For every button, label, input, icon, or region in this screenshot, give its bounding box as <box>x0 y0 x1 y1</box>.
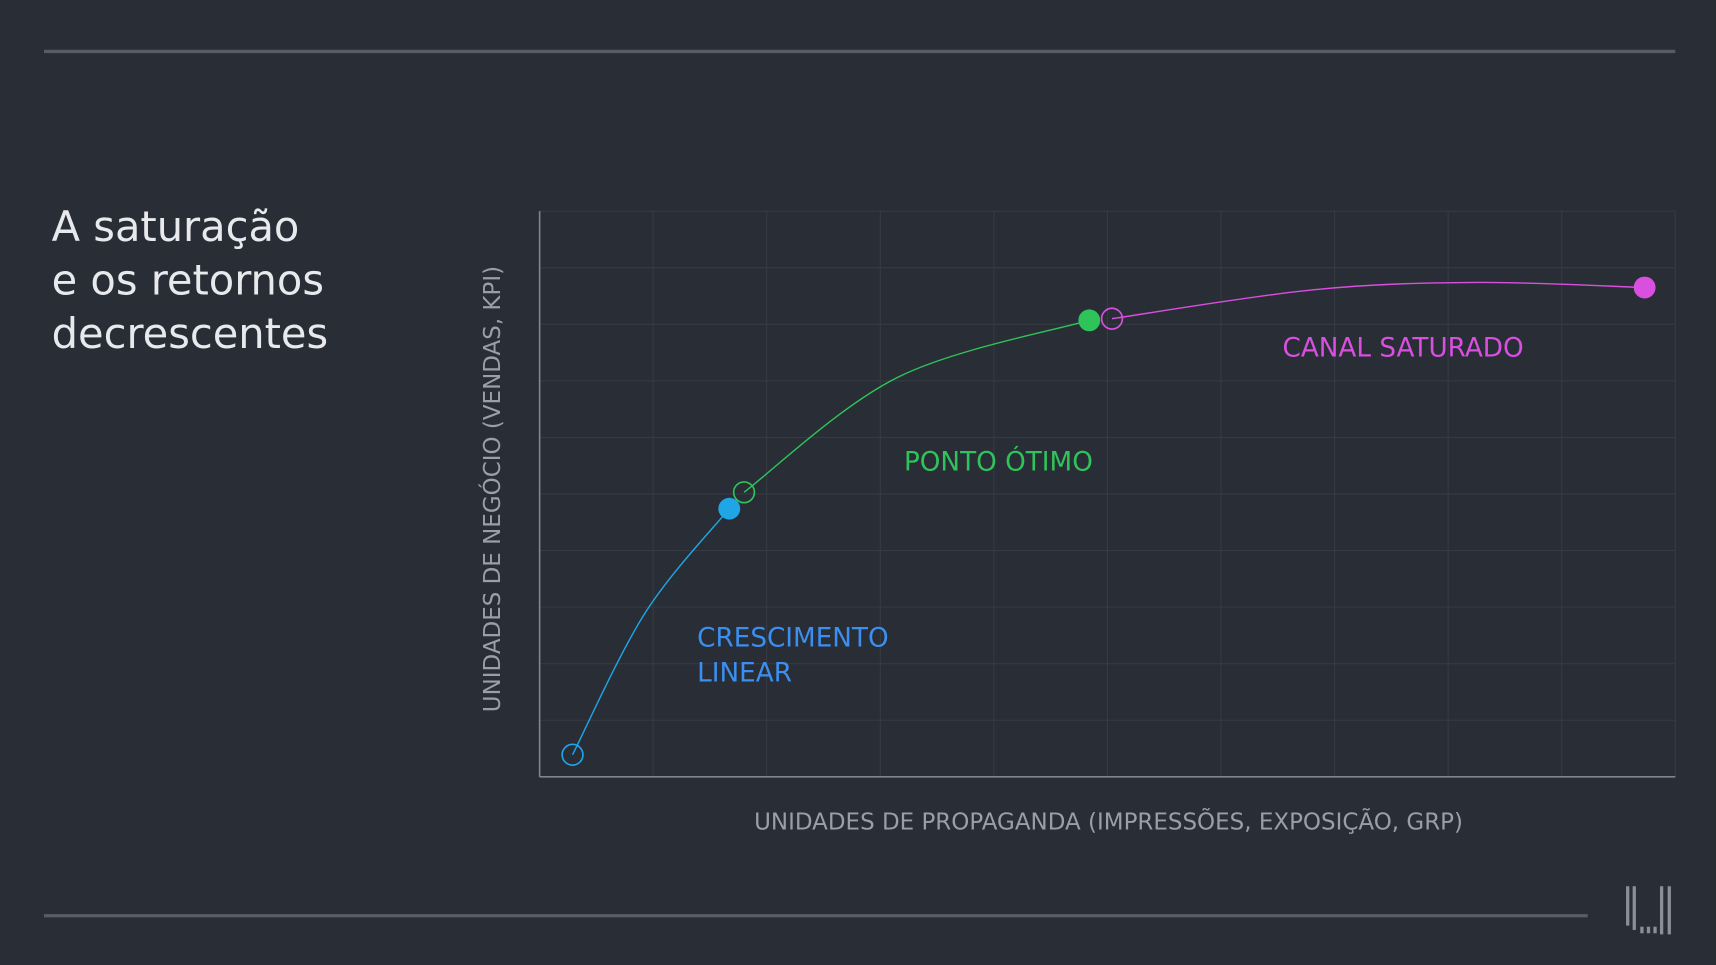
slide-title: A saturação <box>52 202 300 251</box>
point-marker <box>732 481 756 504</box>
series-line <box>571 508 730 756</box>
point-marker <box>1100 307 1124 330</box>
point-marker <box>718 497 741 520</box>
slide-title: decrescentes <box>52 309 329 358</box>
annotation: CRESCIMENTO <box>697 623 888 653</box>
y-axis-label: UNIDADES DE NEGÓCIO (VENDAS, KPI) <box>478 266 506 712</box>
annotation: LINEAR <box>697 658 792 688</box>
logo <box>1626 886 1671 935</box>
series-line <box>743 319 1090 493</box>
series-line <box>1111 281 1645 320</box>
point-marker <box>561 743 584 766</box>
point-marker <box>1633 276 1656 299</box>
point-marker <box>1078 309 1101 332</box>
annotation: CANAL SATURADO <box>1283 334 1524 364</box>
annotation: PONTO ÓTIMO <box>904 445 1093 477</box>
x-axis-label: UNIDADES DE PROPAGANDA (IMPRESSÕES, EXPO… <box>754 806 1463 835</box>
slide-title: e os retornos <box>52 255 324 304</box>
